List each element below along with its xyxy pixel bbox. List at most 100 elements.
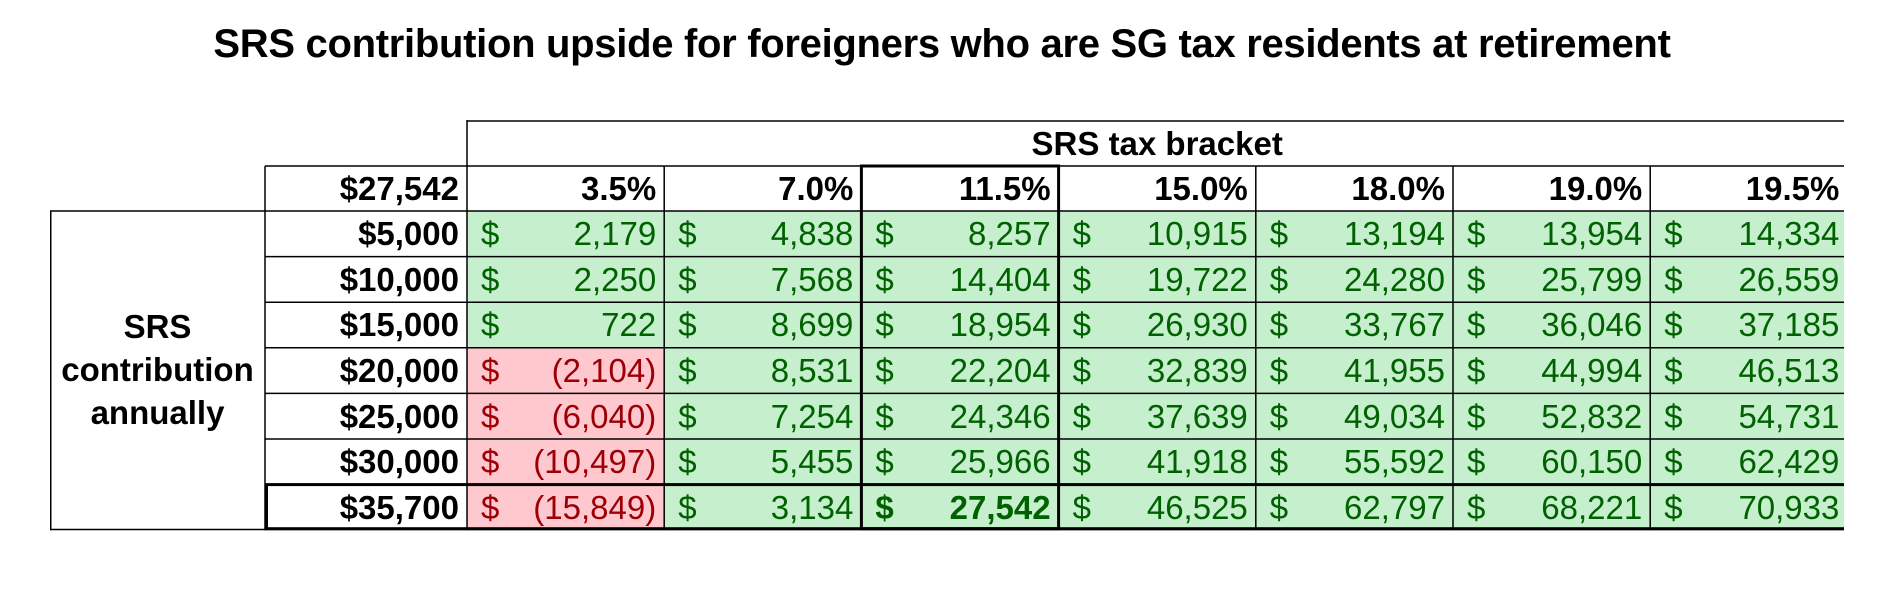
currency-symbol: $: [1664, 443, 1683, 481]
table-cell: $70,933: [1650, 485, 1847, 531]
cell-value: 68,221: [1541, 488, 1643, 526]
currency-symbol: $: [875, 443, 894, 481]
cell-value: 60,150: [1541, 443, 1643, 481]
currency-symbol: $: [481, 397, 500, 435]
cell-value: (15,849): [533, 488, 657, 526]
table-cell: $68,221: [1453, 485, 1650, 531]
cell-value: 19,722: [1146, 260, 1248, 298]
cell-fill: [1650, 439, 1844, 485]
cell-value: 7,254: [770, 397, 854, 435]
currency-symbol: $: [1269, 443, 1289, 481]
table-cell: $25,966: [861, 439, 1058, 485]
table-cell: $26,930: [1059, 302, 1256, 348]
cell-value: 25,799: [1541, 260, 1643, 298]
currency-symbol: $: [875, 215, 894, 253]
cell-fill: [1453, 302, 1651, 348]
table-cell: $7,254: [664, 393, 861, 439]
cell-fill: [467, 256, 665, 303]
cell-value: 54,731: [1738, 397, 1840, 435]
currency-symbol: $: [481, 306, 500, 344]
table-cell: $55,592: [1256, 439, 1453, 485]
currency-symbol: $: [678, 488, 697, 526]
table-cell: $13,954: [1453, 211, 1650, 257]
cell-value: 41,955: [1344, 352, 1445, 390]
cell-fill: [664, 302, 862, 348]
cell-fill: [861, 484, 1059, 531]
cell-value: 49,034: [1344, 397, 1445, 435]
cell-fill: [664, 256, 862, 303]
currency-symbol: $: [678, 352, 697, 390]
cell-fill: [1453, 211, 1651, 257]
currency-symbol: $: [1072, 443, 1091, 481]
cell-fill: [861, 393, 1059, 439]
cell-value: 22,204: [949, 352, 1051, 390]
cell-fill: [1453, 256, 1651, 303]
cell-fill: [1255, 393, 1453, 439]
row-group-header-text: SRS contribution annually: [61, 306, 253, 435]
cell-fill: [1453, 439, 1651, 485]
currency-symbol: $: [1072, 352, 1091, 390]
cell-fill: [1255, 256, 1453, 303]
row-label: $20,000: [339, 352, 459, 390]
cell-value: 8,531: [770, 352, 854, 390]
currency-symbol: $: [481, 352, 500, 390]
table-cell: $2,250: [467, 257, 664, 303]
table-cell: $8,531: [664, 348, 861, 394]
currency-symbol: $: [1072, 306, 1091, 344]
table-cell: $62,429: [1650, 439, 1847, 485]
cell-value: 7,568: [770, 260, 854, 298]
currency-symbol: $: [875, 260, 894, 298]
cell-fill: [664, 211, 862, 257]
cell-value: 37,185: [1738, 306, 1840, 344]
currency-symbol: $: [1467, 488, 1486, 526]
cell-fill: [1058, 347, 1256, 394]
column-header: 19.5%: [1745, 170, 1840, 207]
table-cell: $ (10,497): [467, 439, 664, 485]
table-cell: $44,994: [1453, 348, 1650, 394]
cell-value: 46,525: [1146, 488, 1248, 526]
currency-symbol: $: [1072, 397, 1091, 435]
cell-value: 62,429: [1738, 443, 1840, 481]
cell-fill: [861, 439, 1059, 485]
column-header: 7.0%: [778, 170, 854, 207]
table-cell: $722: [467, 302, 664, 348]
table-cell: $27,542: [861, 485, 1058, 531]
table-cell: $8,257: [861, 211, 1058, 257]
table-cell: $18,954: [861, 302, 1058, 348]
table-cell: $46,513: [1650, 348, 1847, 394]
cell-fill: [1453, 347, 1651, 394]
cell-value: 27,542: [949, 488, 1051, 526]
cell-fill: [1453, 393, 1651, 439]
column-header: 19.0%: [1548, 170, 1643, 207]
cell-fill: [1255, 347, 1453, 394]
cell-fill: [467, 347, 665, 394]
cell-value: 41,918: [1146, 443, 1248, 481]
table-cell: $7,568: [664, 257, 861, 303]
currency-symbol: $: [481, 260, 500, 298]
cell-fill: [467, 211, 665, 257]
table-cell: $41,955: [1256, 348, 1453, 394]
currency-symbol: $: [678, 397, 697, 435]
cell-fill: [1453, 484, 1651, 531]
column-header: 15.0%: [1154, 170, 1248, 207]
row-label: $35,700: [339, 488, 459, 526]
cell-value: 24,280: [1344, 260, 1445, 298]
cell-fill: [1255, 484, 1453, 531]
table-cell: $26,559: [1650, 257, 1847, 303]
cell-fill: [467, 439, 665, 485]
cell-value: 13,954: [1541, 215, 1643, 253]
cell-fill: [664, 439, 862, 485]
table-cell: $52,832: [1453, 393, 1650, 439]
cell-value: 2,179: [573, 215, 657, 253]
column-header: 18.0%: [1351, 170, 1445, 207]
currency-symbol: $: [1664, 397, 1683, 435]
cell-value: 2,250: [573, 260, 657, 298]
cell-fill: [467, 393, 665, 439]
cell-value: 32,839: [1146, 352, 1248, 390]
table-cell: $4,838: [664, 211, 861, 257]
row-label: $30,000: [339, 443, 459, 481]
table-cell: $36,046: [1453, 302, 1650, 348]
currency-symbol: $: [481, 215, 500, 253]
cell-fill: [1058, 211, 1256, 257]
cell-value: 8,699: [770, 306, 854, 344]
